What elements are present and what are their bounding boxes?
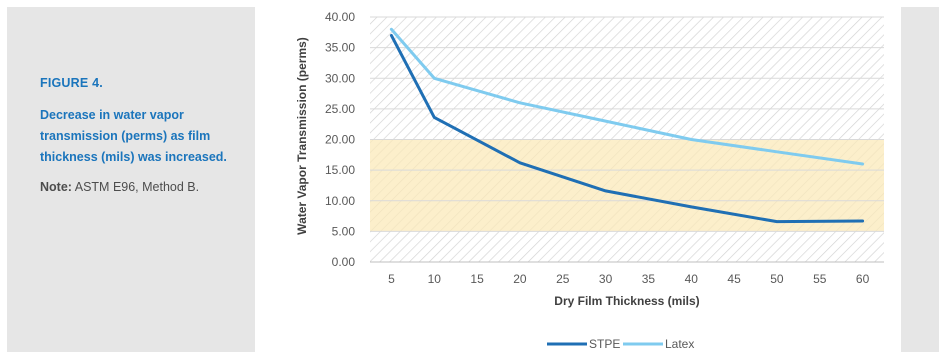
figure-label: FIGURE 4.: [40, 76, 103, 90]
legend-label-stpe: STPE: [589, 337, 620, 351]
y-tick-label: 35.00: [325, 41, 355, 55]
figure-note: Note: ASTM E96, Method B.: [40, 177, 252, 197]
y-tick-label: 25.00: [325, 102, 355, 116]
series-line-stpe: [389, 33, 865, 224]
y-tick-label: 20.00: [325, 133, 355, 147]
y-tick-label: 15.00: [325, 163, 355, 177]
x-tick-label: 10: [428, 272, 442, 286]
series-line-latex: [389, 27, 865, 166]
x-tick-label: 45: [727, 272, 741, 286]
x-tick-label: 55: [813, 272, 827, 286]
note-text: ASTM E96, Method B.: [74, 180, 200, 194]
figure-caption: FIGURE 4. Decrease in water vapor transm…: [40, 76, 252, 197]
series-lines: [389, 27, 865, 224]
x-tick-label: 25: [556, 272, 570, 286]
x-tick-label: 35: [642, 272, 656, 286]
y-tick-label: 5.00: [332, 224, 356, 238]
y-tick-label: 40.00: [325, 10, 355, 24]
right-panel: [901, 7, 939, 352]
figure-description: Decrease in water vapor transmission (pe…: [40, 108, 227, 164]
y-axis-label: Water Vapor Transmission (perms): [295, 37, 309, 235]
x-axis-label: Dry Film Thickness (mils): [554, 294, 699, 308]
legend-label-latex: Latex: [665, 337, 694, 351]
x-tick-label: 60: [856, 272, 870, 286]
y-tick-label: 10.00: [325, 194, 355, 208]
axes: 0.00 5.00 10.00 15.00 20.00 25.00 30.00 35.00 40…: [325, 10, 884, 286]
note-label: Note:: [40, 180, 72, 194]
x-tick-label: 20: [513, 272, 527, 286]
water-vapor-chart: 0.00 5.00 10.00 15.00 20.00 25.00 30.00 35.00 40…: [295, 10, 884, 351]
x-tick-label: 40: [685, 272, 699, 286]
y-tick-label: 30.00: [325, 71, 355, 85]
x-tick-label: 5: [388, 272, 395, 286]
highlight-band: [370, 139, 884, 232]
legend: STPE Latex: [547, 337, 694, 351]
y-tick-label: 0.00: [332, 255, 356, 269]
x-tick-label: 15: [470, 272, 484, 286]
x-tick-label: 50: [770, 272, 784, 286]
x-tick-label: 30: [599, 272, 613, 286]
left-panel: [7, 7, 255, 352]
